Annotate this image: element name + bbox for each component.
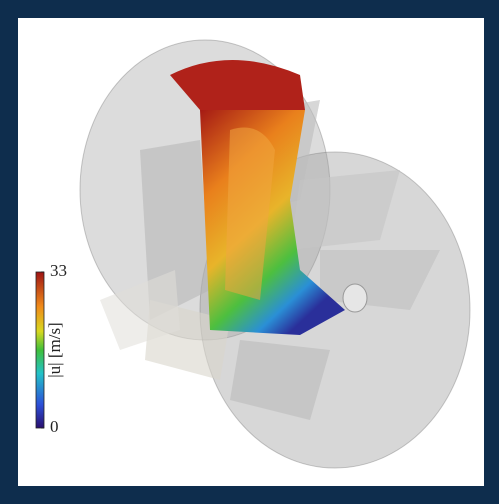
- colorbar-label: |u| [m/s]: [45, 322, 64, 377]
- colorbar-tick-label: 0: [50, 417, 59, 436]
- turbine-render: [79, 39, 471, 469]
- colorbar: [35, 271, 45, 429]
- colorbar-tick-label: 33: [50, 261, 67, 280]
